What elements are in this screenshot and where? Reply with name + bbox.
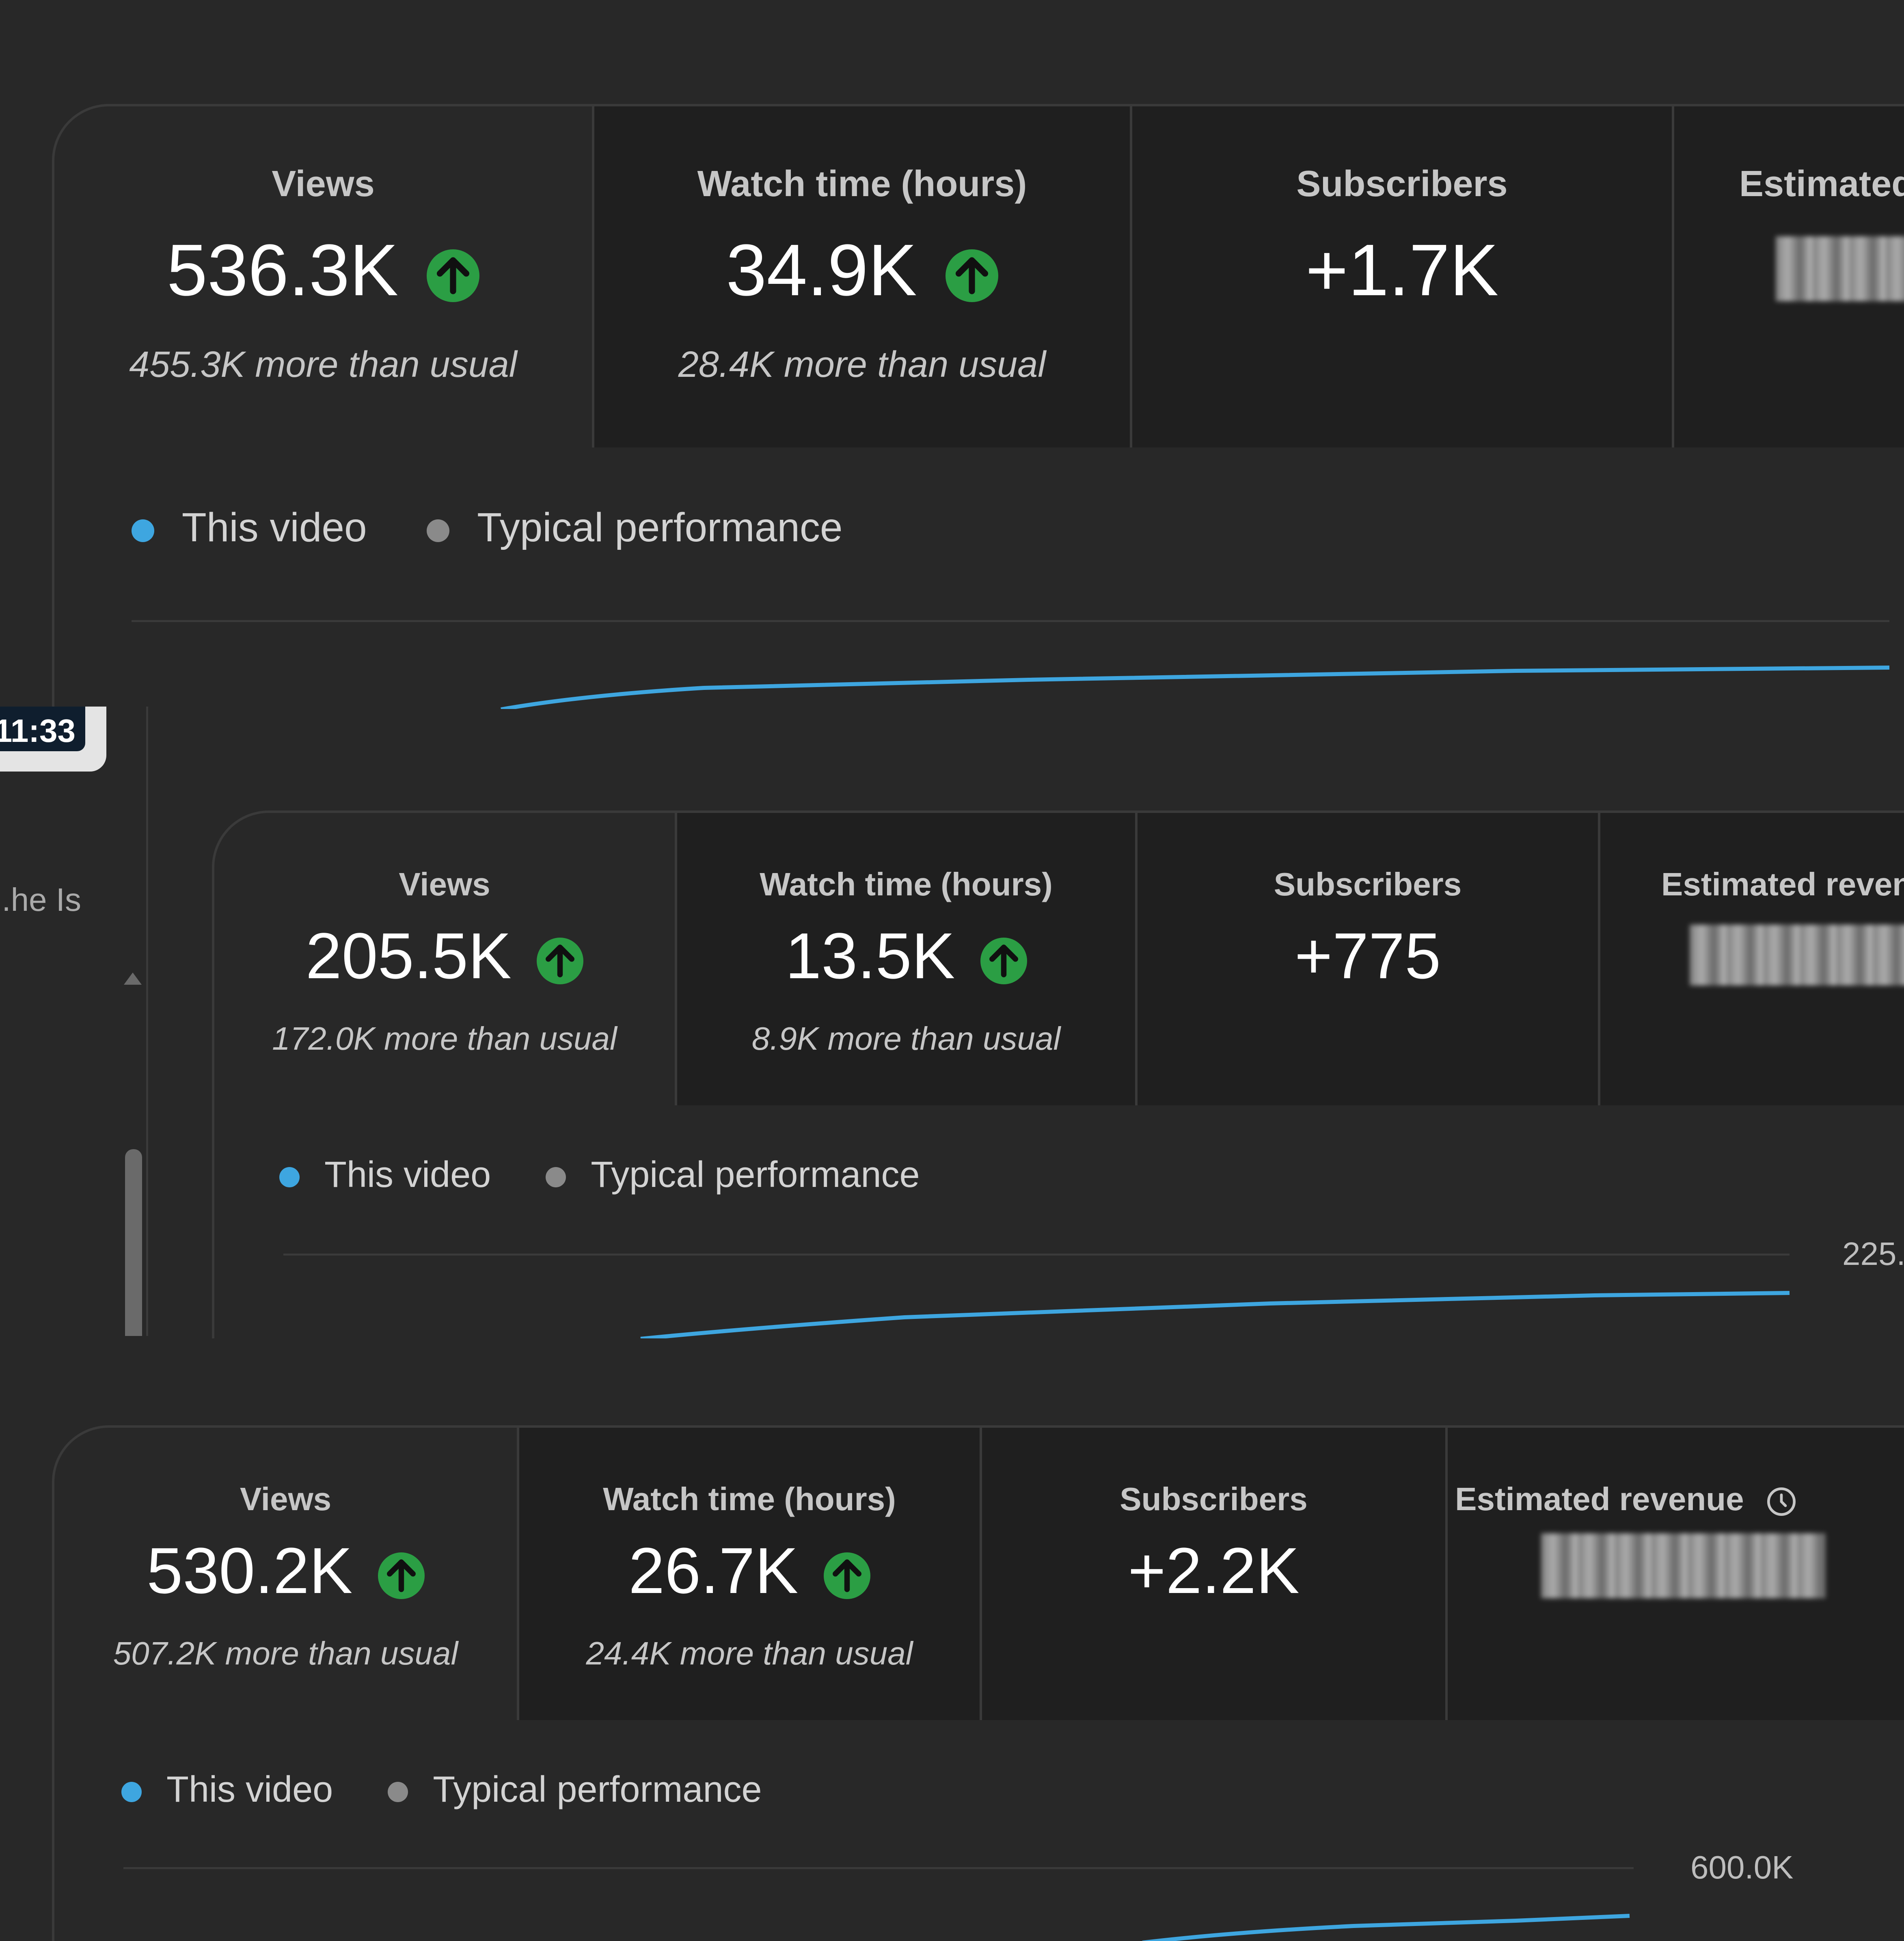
views-value: 530.2K [54,1533,517,1608]
views-comparison-note: 455.3K more than usual [129,344,517,385]
revenue-label: Estimated revenue [1346,1481,1904,1518]
views-metric-tile[interactable]: Views 536.3K 455.3K more than usual [54,106,594,447]
watch-time-comparison-note: 8.9K more than usual [751,1020,1061,1057]
this-video-legend-dot [279,1167,300,1188]
revenue-label: Estimated revenue [1739,164,1904,204]
revenue-metric-tile[interactable]: Estimated revenue [1448,1428,1904,1720]
views-comparison-note: 507.2K more than usual [113,1635,458,1671]
views-comparison-note: 172.0K more than usual [272,1020,617,1057]
clock-icon[interactable] [1765,1485,1798,1518]
watch-time-value: 34.9K [594,228,1130,312]
subscribers-metric-tile[interactable]: Subscribers +1.7K [1132,106,1674,447]
up-arrow-icon [427,249,480,303]
scroll-up-arrow-icon[interactable] [124,973,142,985]
y-axis-max-label: 600.0K [1690,1849,1794,1885]
revenue-label: Estimated revenue [1661,866,1904,902]
watch-time-metric-tile[interactable]: Watch time (hours) 34.9K 28.4K more than… [594,106,1132,447]
chart-gridline [283,1254,1790,1256]
y-axis-max-label: 225.0K [1842,1236,1904,1272]
subscribers-value: +775 [1294,919,1441,992]
subscribers-label: Subscribers [1120,1481,1308,1517]
views-label: Views [399,866,490,902]
this-video-legend-dot [132,519,154,542]
up-arrow-icon [537,938,584,985]
revenue-metric-tile[interactable]: Estimated revenue [1600,813,1904,1105]
this-video-legend-label: This video [181,505,367,550]
typical-performance-legend-label: Typical performance [433,1769,762,1810]
duration-text: 11:33 [0,713,76,749]
this-video-line [640,1291,1790,1338]
views-label: Views [272,164,375,204]
redacted-revenue-value [1541,1533,1825,1598]
subscribers-value: +1.7K [1305,229,1499,311]
redacted-revenue-value [1776,236,1904,301]
views-value: 536.3K [54,228,592,312]
views-metric-tile[interactable]: Views 530.2K 507.2K more than usual [54,1428,519,1720]
analytics-card-3: Views 530.2K 507.2K more than usual Watc… [52,1425,1904,1941]
revenue-metric-tile[interactable]: Estimated revenue [1674,106,1904,447]
typical-performance-legend-dot [427,519,450,542]
views-value: 205.5K [214,919,675,993]
watch-time-metric-tile[interactable]: Watch time (hours) 26.7K 24.4K more than… [519,1428,982,1720]
typical-performance-legend-dot [546,1167,566,1188]
views-metric-tile[interactable]: Views 205.5K 172.0K more than usual [214,813,677,1105]
up-arrow-icon [823,1552,870,1599]
watch-time-value: 13.5K [677,919,1135,993]
this-video-line [501,666,1890,709]
subscribers-label: Subscribers [1296,164,1508,204]
analytics-card-2: Views 205.5K 172.0K more than usual Watc… [212,811,1904,1338]
this-video-line [1142,1914,1630,1941]
chart-gridline [132,620,1889,622]
scrollbar-thumb[interactable] [125,1149,142,1336]
subscribers-metric-tile[interactable]: Subscribers +775 [1138,813,1600,1105]
typical-performance-legend-dot [388,1782,408,1803]
up-arrow-icon [945,249,998,303]
chart-legend: This video Typical performance [132,504,843,551]
watch-time-comparison-note: 28.4K more than usual [678,344,1046,385]
up-arrow-icon [980,938,1027,985]
chart-gridline [123,1867,1634,1869]
chart-legend: This video Typical performance [279,1154,920,1196]
this-video-legend-label: This video [324,1154,491,1195]
up-arrow-icon [378,1552,425,1599]
this-video-legend-label: This video [166,1769,333,1810]
typical-performance-legend-label: Typical performance [477,505,843,550]
watch-time-metric-tile[interactable]: Watch time (hours) 13.5K 8.9K more than … [677,813,1138,1105]
sidebar-divider [146,707,148,1336]
video-thumbnail-fragment[interactable]: 11:33 [0,707,106,772]
watch-time-label: Watch time (hours) [760,866,1053,902]
watch-time-label: Watch time (hours) [697,164,1027,204]
watch-time-value: 26.7K [519,1533,980,1608]
duration-badge: 11:33 [0,707,85,751]
this-video-legend-dot [121,1782,142,1803]
chart-legend: This video Typical performance [121,1769,762,1811]
typical-performance-legend-label: Typical performance [591,1154,920,1195]
subscribers-label: Subscribers [1274,866,1462,902]
subscribers-value: +2.2K [1128,1534,1300,1607]
views-label: Views [240,1481,332,1517]
watch-time-label: Watch time (hours) [603,1481,896,1517]
subscribers-metric-tile[interactable]: Subscribers +2.2K [982,1428,1448,1720]
redacted-revenue-value [1690,925,1904,986]
watch-time-comparison-note: 24.4K more than usual [586,1635,913,1671]
analytics-card-1: Views 536.3K 455.3K more than usual Watc… [52,104,1904,709]
video-title-truncated[interactable]: he Is... [0,882,81,918]
